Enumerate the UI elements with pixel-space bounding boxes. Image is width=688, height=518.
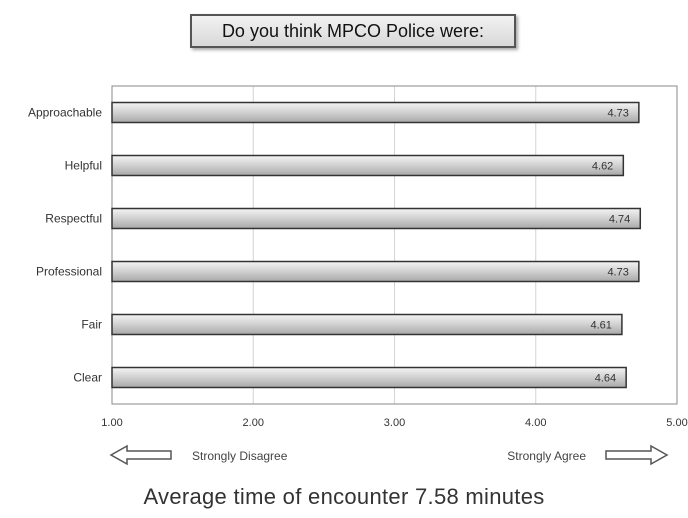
bar [111, 154, 625, 177]
strongly-agree-label: Strongly Agree [507, 449, 586, 463]
data-label: 4.74 [609, 214, 630, 226]
data-label: 4.64 [595, 373, 616, 385]
arrow-right-icon [605, 444, 669, 466]
arrow-left-icon [109, 444, 172, 466]
bar [111, 313, 623, 336]
category-label: Helpful [65, 159, 102, 173]
bar [111, 366, 627, 389]
data-label: 4.62 [592, 161, 613, 173]
x-tick-label: 2.00 [243, 417, 264, 429]
category-label: Fair [81, 318, 102, 332]
data-label: 4.73 [607, 108, 628, 120]
plot-area [111, 85, 678, 405]
category-label: Clear [73, 371, 102, 385]
category-label: Respectful [45, 212, 102, 226]
chart-title: Do you think MPCO Police were: [190, 14, 516, 48]
x-tick-label: 1.00 [101, 417, 122, 429]
strongly-disagree-label: Strongly Disagree [192, 449, 288, 463]
x-tick-label: 4.00 [525, 417, 546, 429]
x-tick-label: 5.00 [666, 417, 687, 429]
bar [111, 101, 640, 124]
bar [111, 207, 642, 230]
bar [111, 260, 640, 283]
data-label: 4.61 [590, 320, 611, 332]
category-label: Approachable [28, 106, 102, 120]
average-time-footer: Average time of encounter 7.58 minutes [143, 484, 545, 509]
category-label: Professional [36, 265, 102, 279]
x-tick-label: 3.00 [384, 417, 405, 429]
data-label: 4.73 [607, 267, 628, 279]
